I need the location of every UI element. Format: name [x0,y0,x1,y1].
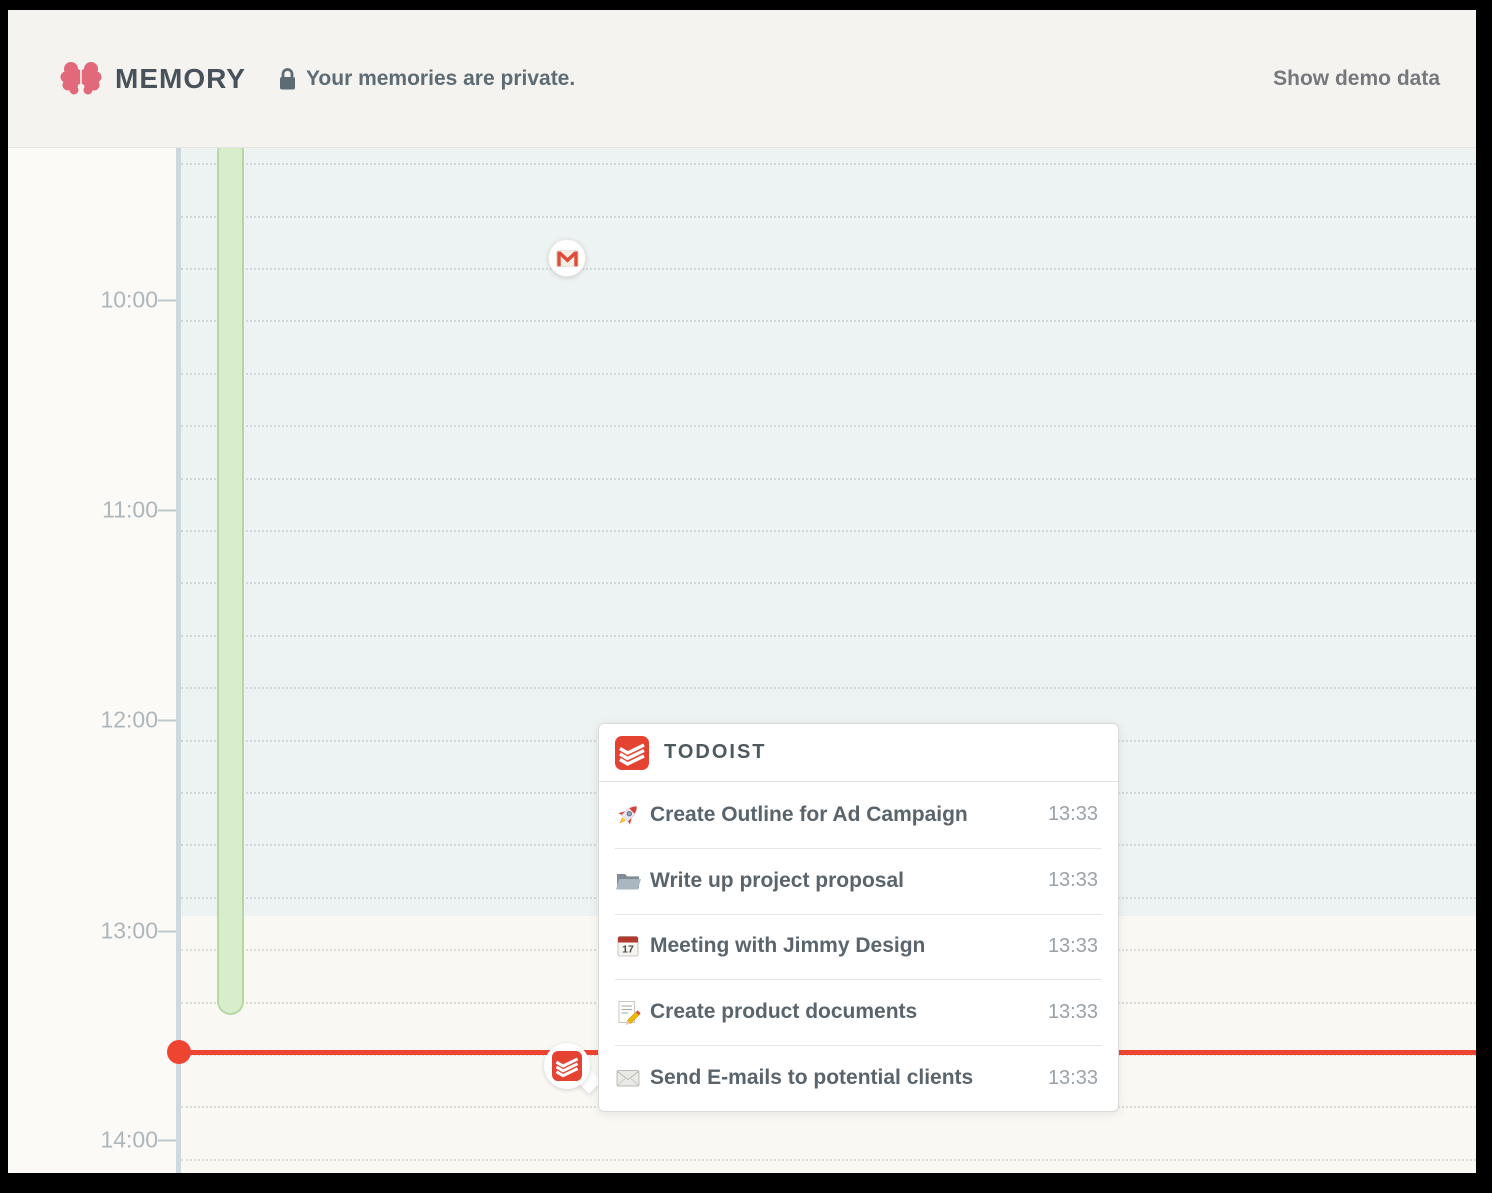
todoist-popup: TODOIST Create Outline for Ad Campaign 1… [598,723,1119,1112]
task-title: Create product documents [650,1000,918,1024]
hour-label: 10:00 [8,287,178,314]
task-title: Create Outline for Ad Campaign [650,802,968,826]
memo-icon [615,999,641,1025]
gmail-icon [556,250,579,267]
quarter-hour-gridline [181,687,1476,690]
rocket-icon [615,802,641,828]
hour-label: 11:00 [8,497,178,524]
task-time: 13:33 [1047,803,1098,826]
popup-header: TODOIST [599,724,1118,782]
privacy-note: Your memories are private. [278,67,575,91]
task-time: 13:33 [1047,869,1098,892]
hour-label: 12:00 [8,707,178,734]
todoist-logo [552,1051,582,1081]
lock-icon [278,67,297,91]
quarter-hour-gridline [181,320,1476,323]
task-time: 13:33 [1047,1066,1098,1089]
time-axis-line [176,148,181,1173]
quarter-hour-gridline [181,425,1476,428]
hour-label: 13:00 [8,918,178,945]
folder-icon [615,868,641,894]
quarter-hour-gridline [181,163,1476,166]
quarter-hour-gridline [181,634,1476,637]
app-header: MEMORY Your memories are private. Show d… [8,10,1476,148]
quarter-hour-gridline [181,530,1476,532]
task-title: Send E-mails to potential clients [650,1066,974,1090]
gmail-event-marker[interactable] [548,239,586,277]
quarter-hour-gridline [181,477,1476,480]
quarter-hour-gridline [181,1158,1476,1161]
task-row[interactable]: Send E-mails to potential clients 13:33 [599,1045,1118,1111]
app-title: MEMORY [115,62,246,94]
memory-entry-bar[interactable] [217,148,244,1015]
quarter-hour-gridline [181,268,1476,270]
task-row[interactable]: Write up project proposal 13:33 [599,847,1118,914]
todoist-event-marker[interactable] [544,1043,590,1089]
todoist-logo [615,736,649,770]
show-demo-data-link[interactable]: Show demo data [1273,66,1440,90]
current-time-dot [167,1040,191,1064]
task-time: 13:33 [1047,934,1098,957]
brain-logo-icon [60,60,102,98]
task-row[interactable]: Meeting with Jimmy Design 13:33 [599,913,1118,980]
popup-source-name: TODOIST [664,741,767,763]
task-time: 13:33 [1047,1000,1098,1023]
task-row[interactable]: Create product documents 13:33 [599,979,1118,1045]
app-window: MEMORY Your memories are private. Show d… [8,10,1476,1173]
calendar-icon [615,933,641,959]
envelope-icon [615,1065,641,1091]
hour-label: 14:00 [8,1127,178,1154]
task-title: Write up project proposal [650,868,904,892]
task-row[interactable]: Create Outline for Ad Campaign 13:33 [599,782,1118,848]
timeline-canvas: 10:00 11:00 12:00 13:00 14:00 TODOIST [8,148,1476,1173]
app-brand: MEMORY [60,60,246,98]
quarter-hour-gridline [181,215,1476,218]
task-title: Meeting with Jimmy Design [650,934,926,958]
quarter-hour-gridline [181,372,1476,375]
privacy-note-text: Your memories are private. [305,66,576,90]
quarter-hour-gridline [181,582,1476,585]
